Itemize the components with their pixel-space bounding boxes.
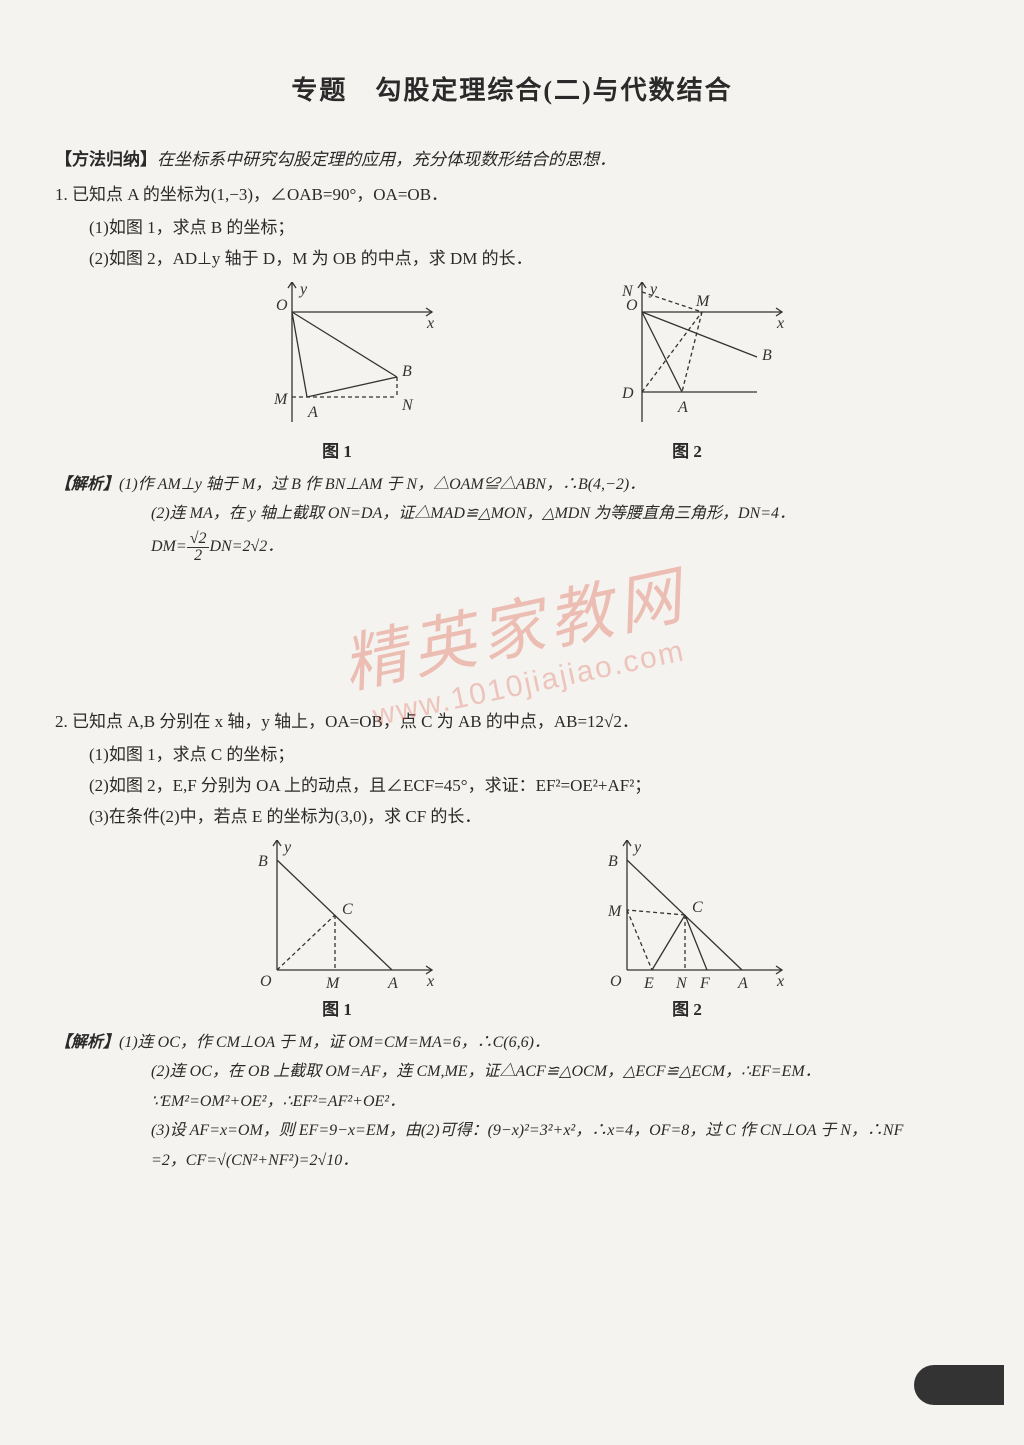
problem-1-q1: (1)如图 1，求点 B 的坐标；	[55, 214, 969, 241]
svg-text:M: M	[695, 293, 711, 310]
solution-label-2: 【解析】	[55, 1034, 119, 1051]
problem-1-stem: 1. 已知点 A 的坐标为(1,−3)，∠OAB=90°，OA=OB．	[55, 181, 969, 208]
problem-1-figures: y x O M A BN 图 1 y x O N M	[55, 282, 969, 465]
svg-text:O: O	[260, 973, 272, 990]
svg-text:x: x	[426, 315, 434, 332]
p2-fig2-caption: 图 2	[672, 996, 702, 1023]
p2-solution-3b: =2，CF=√(CN²+NF²)=2√10．	[55, 1148, 969, 1174]
p2-solution-2a: (2)连 OC，在 OB 上截取 OM=AF，连 CM,ME，证△ACF≌△OC…	[55, 1059, 969, 1085]
svg-text:x: x	[776, 973, 784, 990]
problem-2-q1: (1)如图 1，求点 C 的坐标；	[55, 741, 969, 768]
method-label: 【方法归纳】	[55, 150, 157, 169]
p1-fig1-caption: 图 1	[322, 438, 352, 465]
p1-sol3-prefix: DM=	[151, 538, 187, 555]
svg-text:B: B	[258, 853, 268, 870]
p1-fig2-col: yx ON M DA B 图 2	[582, 282, 792, 465]
svg-text:x: x	[776, 315, 784, 332]
svg-text:N: N	[401, 397, 414, 414]
p2-solution-1: 【解析】(1)连 OC，作 CM⊥OA 于 M，证 OM=CM=MA=6，∴C(…	[55, 1030, 969, 1056]
p1-solution-1: 【解析】(1)作 AM⊥y 轴于 M，过 B 作 BN⊥AM 于 N，△OAM≌…	[55, 472, 969, 498]
svg-text:y: y	[648, 282, 658, 298]
fraction-icon: √22	[187, 531, 210, 564]
solution-label: 【解析】	[55, 476, 119, 493]
svg-text:E: E	[643, 975, 654, 990]
svg-text:B: B	[402, 363, 412, 380]
problem-1-q2: (2)如图 2，AD⊥y 轴于 D，M 为 OB 的中点，求 DM 的长．	[55, 245, 969, 272]
p1-fig1-col: y x O M A BN 图 1	[232, 282, 442, 465]
problem-2-figures: y x O B A C M 图 1 y x O B A C	[55, 840, 969, 1023]
p2-fig1-svg: y x O B A C M	[232, 840, 442, 990]
svg-text:O: O	[276, 297, 288, 314]
p2-fig2-svg: y x O B A C M E NF	[582, 840, 792, 990]
frac-num: √2	[187, 531, 210, 548]
svg-text:x: x	[426, 973, 434, 990]
svg-text:M: M	[607, 903, 623, 920]
page-number-badge	[914, 1365, 1004, 1405]
p1-sol1-text: (1)作 AM⊥y 轴于 M，过 B 作 BN⊥AM 于 N，△OAM≌△ABN…	[119, 476, 645, 493]
svg-text:D: D	[621, 385, 634, 402]
svg-text:y: y	[632, 840, 642, 856]
svg-text:y: y	[282, 840, 292, 856]
p1-fig2-svg: yx ON M DA B	[582, 282, 792, 432]
frac-den: 2	[187, 548, 210, 564]
p2-solution-3a: (3)设 AF=x=OM，则 EF=9−x=EM，由(2)可得：(9−x)²=3…	[55, 1118, 969, 1144]
p1-fig2-caption: 图 2	[672, 438, 702, 465]
p2-fig2-col: y x O B A C M E NF 图 2	[582, 840, 792, 1023]
p1-solution-2: (2)连 MA，在 y 轴上截取 ON=DA，证△MAD≌△MON，△MDN 为…	[55, 501, 969, 527]
svg-text:M: M	[273, 391, 289, 408]
svg-text:B: B	[762, 347, 772, 364]
svg-text:O: O	[610, 973, 622, 990]
problem-2-q3: (3)在条件(2)中，若点 E 的坐标为(3,0)，求 CF 的长．	[55, 803, 969, 830]
method-summary: 【方法归纳】在坐标系中研究勾股定理的应用，充分体现数形结合的思想．	[55, 146, 969, 173]
p1-fig1-svg: y x O M A BN	[232, 282, 442, 432]
svg-text:B: B	[608, 853, 618, 870]
svg-text:A: A	[307, 404, 318, 421]
p2-fig1-caption: 图 1	[322, 996, 352, 1023]
svg-text:C: C	[342, 901, 353, 918]
p1-solution-3: DM=√22DN=2√2．	[55, 531, 969, 564]
p2-solution-2b: ∵EM²=OM²+OE²，∴EF²=AF²+OE²．	[55, 1089, 969, 1115]
method-text: 在坐标系中研究勾股定理的应用，充分体现数形结合的思想．	[157, 150, 616, 169]
svg-text:A: A	[387, 975, 398, 990]
svg-text:A: A	[677, 399, 688, 416]
svg-text:N: N	[621, 283, 634, 300]
svg-text:F: F	[699, 975, 710, 990]
svg-text:M: M	[325, 975, 341, 990]
problem-2-q2: (2)如图 2，E,F 分别为 OA 上的动点，且∠ECF=45°，求证：EF²…	[55, 772, 969, 799]
p2-sol1-text: (1)连 OC，作 CM⊥OA 于 M，证 OM=CM=MA=6，∴C(6,6)…	[119, 1034, 550, 1051]
svg-text:N: N	[675, 975, 688, 990]
page-title: 专题 勾股定理综合(二)与代数结合	[55, 70, 969, 112]
svg-text:y: y	[298, 282, 308, 298]
problem-2-stem: 2. 已知点 A,B 分别在 x 轴，y 轴上，OA=OB，点 C 为 AB 的…	[55, 708, 969, 735]
p2-fig1-col: y x O B A C M 图 1	[232, 840, 442, 1023]
svg-text:C: C	[692, 899, 703, 916]
svg-text:A: A	[737, 975, 748, 990]
p1-sol3-suffix: DN=2√2．	[209, 538, 283, 555]
